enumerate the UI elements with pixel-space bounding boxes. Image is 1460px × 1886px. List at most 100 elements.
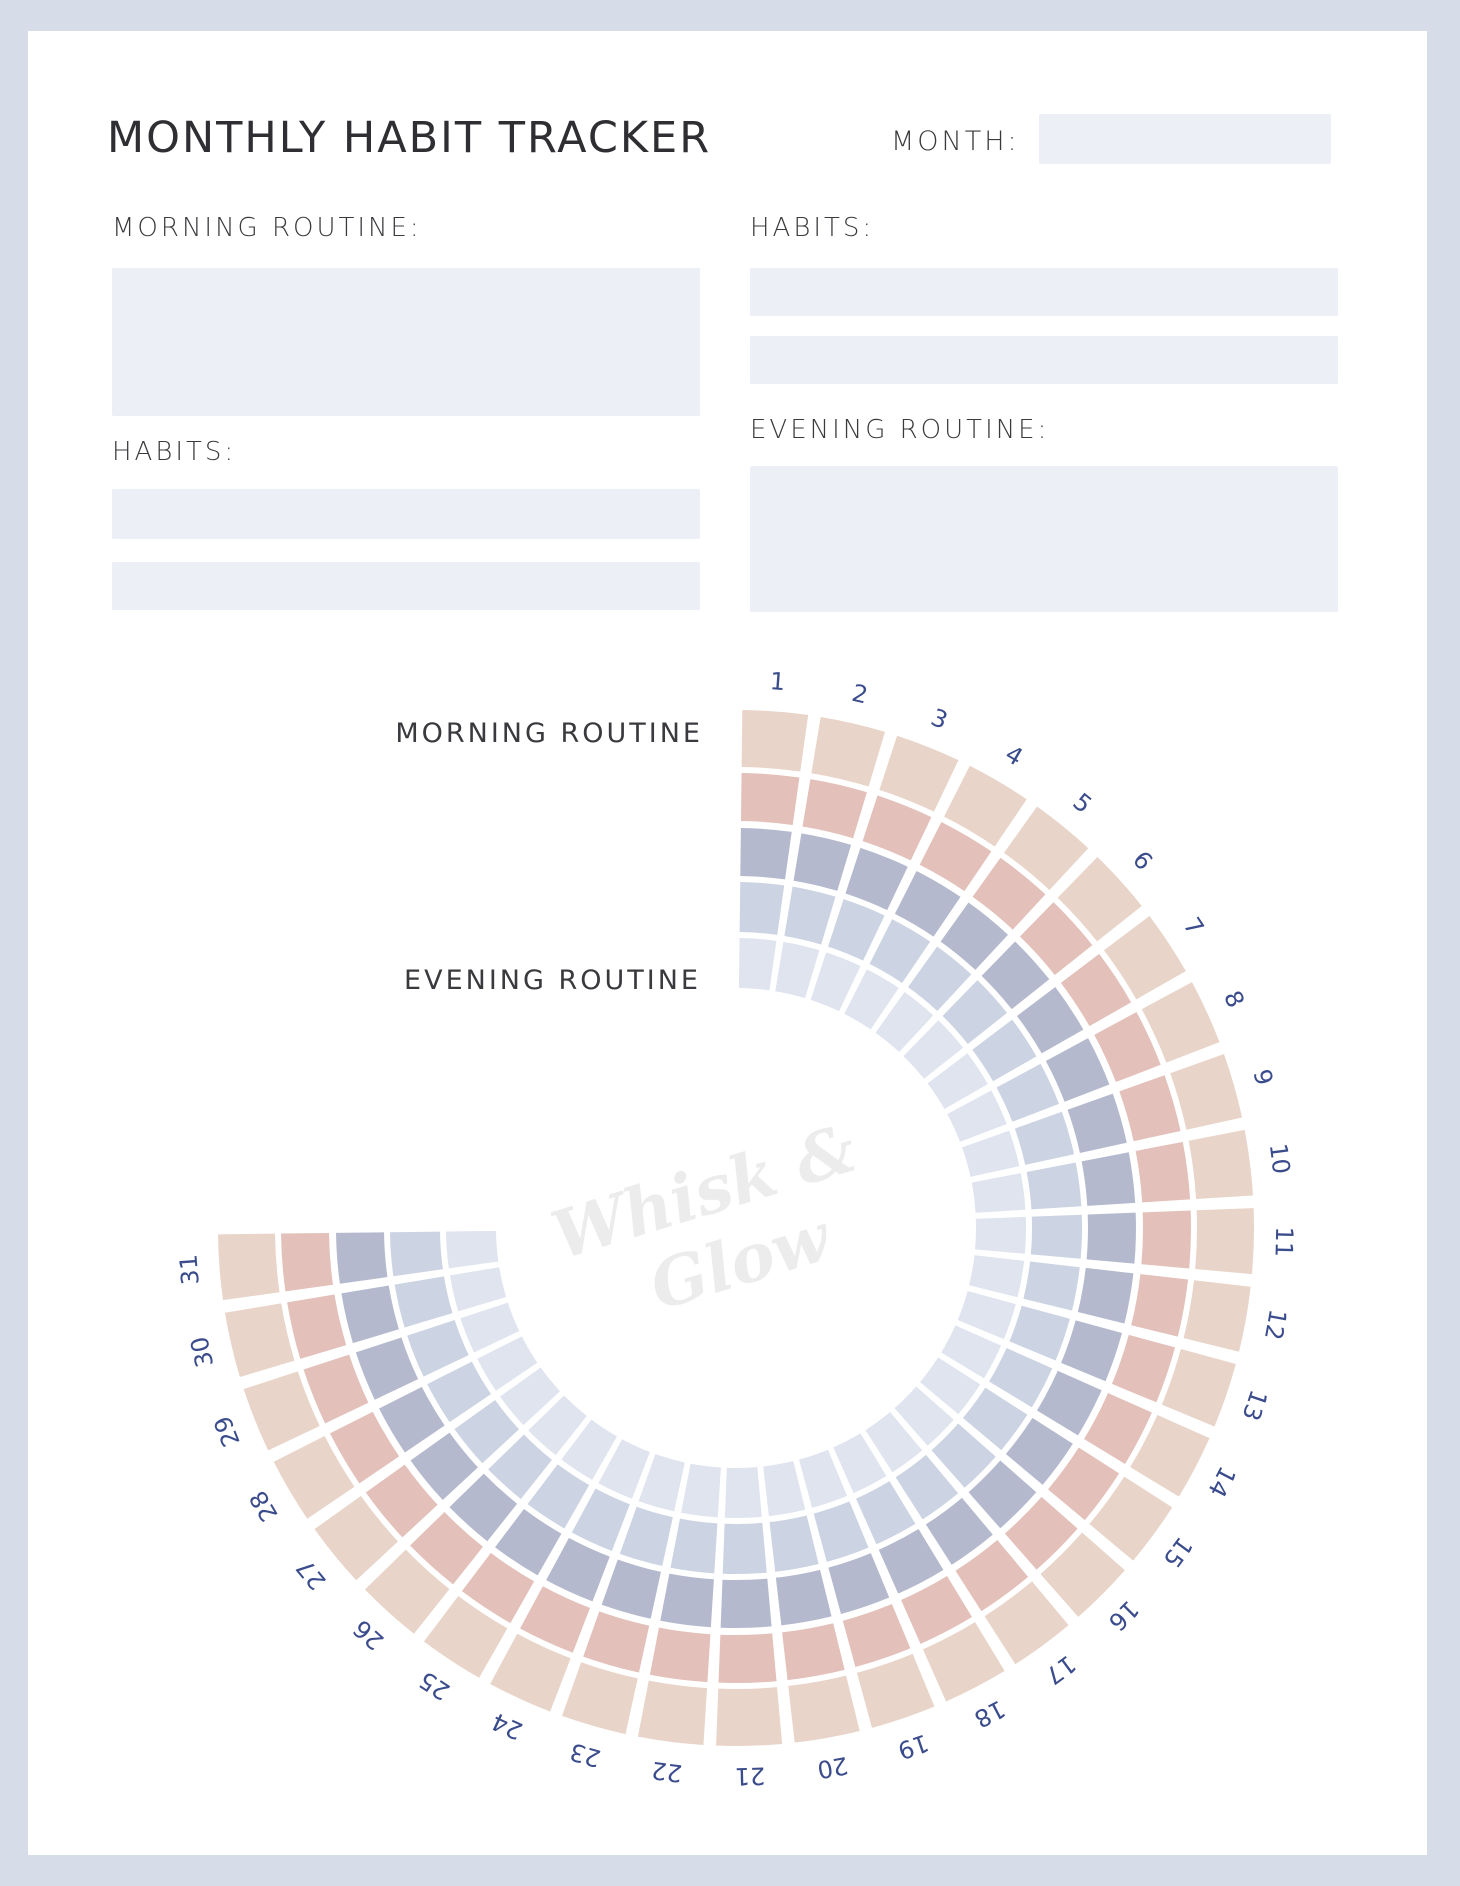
- day-23-ring-3-cell[interactable]: [601, 1559, 661, 1619]
- day-11-ring-3-cell[interactable]: [1086, 1212, 1136, 1264]
- day-6-ring-2-cell[interactable]: [1019, 902, 1093, 975]
- day-19-ring-5-cell[interactable]: [798, 1449, 848, 1508]
- day-24-ring-4-cell[interactable]: [571, 1488, 630, 1551]
- day-1-ring-5-cell[interactable]: [738, 938, 777, 991]
- day-5-ring-3-cell[interactable]: [940, 902, 1009, 970]
- day-22-ring-2-cell[interactable]: [649, 1627, 711, 1683]
- day-23-ring-5-cell[interactable]: [638, 1454, 685, 1512]
- day-7-ring-1-cell[interactable]: [1103, 915, 1186, 1000]
- day-10-ring-3-cell[interactable]: [1081, 1152, 1136, 1206]
- day-7-ring-5-cell[interactable]: [927, 1053, 988, 1109]
- day-14-ring-1-cell[interactable]: [1130, 1414, 1210, 1497]
- day-8-ring-5-cell[interactable]: [947, 1090, 1007, 1142]
- day-30-ring-5-cell[interactable]: [449, 1267, 507, 1312]
- day-18-ring-5-cell[interactable]: [833, 1433, 887, 1494]
- day-8-ring-1-cell[interactable]: [1141, 982, 1220, 1063]
- day-13-ring-2-cell[interactable]: [1111, 1334, 1176, 1403]
- day-24-ring-2-cell[interactable]: [520, 1586, 590, 1653]
- day-18-ring-4-cell[interactable]: [856, 1481, 916, 1545]
- day-19-ring-4-cell[interactable]: [813, 1501, 869, 1562]
- day-5-ring-1-cell[interactable]: [1003, 806, 1089, 891]
- day-16-ring-2-cell[interactable]: [1004, 1496, 1078, 1570]
- day-3-ring-2-cell[interactable]: [862, 795, 932, 861]
- day-30-ring-4-cell[interactable]: [394, 1276, 453, 1328]
- day-13-ring-5-cell[interactable]: [957, 1290, 1016, 1340]
- day-2-ring-4-cell[interactable]: [784, 886, 836, 945]
- day-11-ring-5-cell[interactable]: [975, 1216, 1027, 1254]
- day-30-ring-1-cell[interactable]: [224, 1303, 295, 1378]
- day-31-ring-2-cell[interactable]: [281, 1232, 333, 1292]
- day-3-ring-5-cell[interactable]: [810, 952, 861, 1012]
- day-29-ring-4-cell[interactable]: [407, 1320, 469, 1377]
- day-24-ring-3-cell[interactable]: [546, 1537, 610, 1602]
- day-31-ring-5-cell[interactable]: [446, 1230, 499, 1269]
- day-15-ring-3-cell[interactable]: [1005, 1417, 1073, 1485]
- day-12-ring-4-cell[interactable]: [1023, 1261, 1080, 1311]
- day-23-ring-4-cell[interactable]: [619, 1506, 673, 1567]
- day-12-ring-1-cell[interactable]: [1183, 1280, 1251, 1352]
- day-21-ring-3-cell[interactable]: [720, 1578, 772, 1628]
- day-18-ring-2-cell[interactable]: [901, 1576, 972, 1644]
- day-23-ring-1-cell[interactable]: [562, 1662, 638, 1735]
- day-3-ring-1-cell[interactable]: [879, 735, 959, 812]
- day-26-ring-2-cell[interactable]: [410, 1511, 483, 1585]
- day-18-ring-3-cell[interactable]: [878, 1528, 944, 1594]
- day-8-ring-4-cell[interactable]: [996, 1063, 1059, 1122]
- day-16-ring-5-cell[interactable]: [894, 1386, 954, 1446]
- day-24-ring-5-cell[interactable]: [598, 1439, 650, 1499]
- day-28-ring-3-cell[interactable]: [379, 1386, 445, 1453]
- day-12-ring-2-cell[interactable]: [1131, 1274, 1189, 1337]
- day-25-ring-5-cell[interactable]: [561, 1419, 617, 1480]
- day-26-ring-3-cell[interactable]: [449, 1473, 518, 1542]
- day-28-ring-5-cell[interactable]: [477, 1336, 538, 1391]
- day-24-ring-1-cell[interactable]: [490, 1633, 571, 1712]
- day-29-ring-2-cell[interactable]: [303, 1354, 369, 1424]
- day-28-ring-1-cell[interactable]: [273, 1436, 355, 1519]
- day-16-ring-4-cell[interactable]: [931, 1423, 996, 1488]
- day-27-ring-1-cell[interactable]: [314, 1495, 399, 1581]
- day-17-ring-2-cell[interactable]: [955, 1540, 1029, 1612]
- day-9-ring-5-cell[interactable]: [962, 1130, 1020, 1177]
- day-3-ring-3-cell[interactable]: [845, 847, 908, 911]
- day-20-ring-5-cell[interactable]: [763, 1461, 806, 1517]
- day-26-ring-4-cell[interactable]: [488, 1434, 552, 1499]
- day-13-ring-4-cell[interactable]: [1009, 1305, 1070, 1361]
- month-field[interactable]: [1039, 114, 1331, 164]
- day-31-ring-3-cell[interactable]: [336, 1232, 388, 1284]
- day-8-ring-2-cell[interactable]: [1094, 1012, 1161, 1082]
- day-19-ring-1-cell[interactable]: [856, 1653, 935, 1728]
- day-14-ring-5-cell[interactable]: [941, 1325, 1002, 1379]
- day-1-ring-3-cell[interactable]: [740, 828, 792, 880]
- day-12-ring-5-cell[interactable]: [969, 1255, 1025, 1298]
- day-29-ring-1-cell[interactable]: [243, 1371, 320, 1451]
- day-5-ring-4-cell[interactable]: [908, 946, 972, 1011]
- day-4-ring-2-cell[interactable]: [919, 821, 992, 892]
- day-2-ring-2-cell[interactable]: [802, 779, 867, 839]
- day-11-ring-4-cell[interactable]: [1030, 1214, 1082, 1259]
- day-21-ring-4-cell[interactable]: [722, 1522, 767, 1574]
- left-habit-field-1[interactable]: [112, 489, 700, 539]
- day-26-ring-1-cell[interactable]: [364, 1549, 450, 1634]
- day-30-ring-2-cell[interactable]: [287, 1294, 347, 1359]
- day-19-ring-2-cell[interactable]: [842, 1603, 911, 1668]
- day-21-ring-1-cell[interactable]: [716, 1687, 783, 1747]
- evening-routine-field[interactable]: [750, 466, 1338, 612]
- day-9-ring-1-cell[interactable]: [1170, 1054, 1243, 1130]
- day-4-ring-3-cell[interactable]: [894, 871, 961, 937]
- day-22-ring-4-cell[interactable]: [670, 1518, 718, 1574]
- day-31-ring-1-cell[interactable]: [218, 1233, 280, 1301]
- right-habit-field-2[interactable]: [750, 336, 1338, 384]
- day-23-ring-2-cell[interactable]: [583, 1611, 650, 1673]
- day-18-ring-1-cell[interactable]: [922, 1622, 1005, 1702]
- day-4-ring-1-cell[interactable]: [944, 765, 1027, 847]
- day-20-ring-2-cell[interactable]: [782, 1623, 845, 1681]
- day-17-ring-5-cell[interactable]: [865, 1412, 923, 1473]
- day-1-ring-2-cell[interactable]: [740, 773, 800, 825]
- day-21-ring-2-cell[interactable]: [718, 1633, 777, 1683]
- day-27-ring-5-cell[interactable]: [500, 1367, 561, 1426]
- day-14-ring-2-cell[interactable]: [1084, 1393, 1152, 1464]
- day-25-ring-4-cell[interactable]: [527, 1464, 590, 1529]
- left-habit-field-2[interactable]: [112, 562, 700, 610]
- day-14-ring-4-cell[interactable]: [989, 1348, 1053, 1408]
- day-20-ring-4-cell[interactable]: [769, 1515, 819, 1572]
